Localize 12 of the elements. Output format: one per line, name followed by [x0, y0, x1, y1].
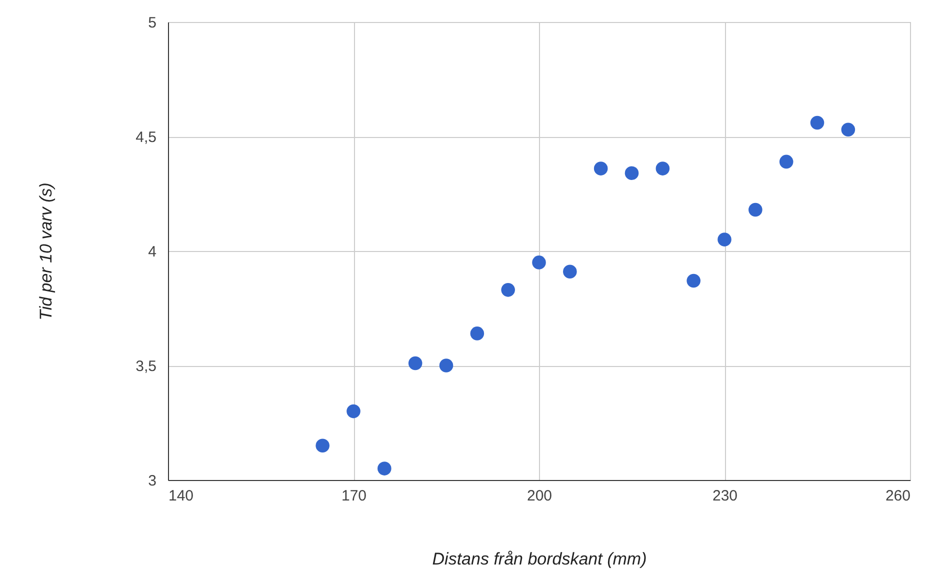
y-tick-label: 3 [148, 472, 156, 490]
x-tick-label: 170 [341, 488, 367, 504]
x-tick-label: 140 [168, 488, 194, 504]
y-axis-title: Tid per 10 varv (s) [36, 182, 56, 320]
x-tick-label: 200 [526, 488, 552, 504]
x-tick-label: 260 [885, 488, 910, 504]
y-tick-label: 3,5 [136, 358, 156, 375]
y-tick-label: 4,5 [136, 129, 156, 146]
y-tick-label: 4 [148, 244, 156, 260]
y-tick-label: 5 [148, 14, 156, 32]
x-axis-title: Distans från bordskant (mm) [432, 550, 647, 568]
x-tick-label: 230 [712, 488, 738, 504]
